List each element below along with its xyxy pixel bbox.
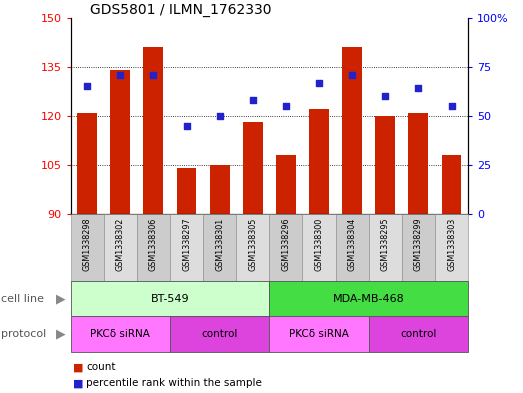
Point xyxy=(116,72,124,78)
Bar xyxy=(342,47,362,214)
Point xyxy=(414,85,423,92)
Point xyxy=(282,103,290,109)
Text: GSM1338296: GSM1338296 xyxy=(281,218,290,271)
Text: GSM1338303: GSM1338303 xyxy=(447,218,456,271)
Point xyxy=(315,79,323,86)
Text: MDA-MB-468: MDA-MB-468 xyxy=(333,294,405,304)
Bar xyxy=(170,316,269,352)
Bar xyxy=(170,214,203,281)
Text: GSM1338299: GSM1338299 xyxy=(414,218,423,271)
Bar xyxy=(71,316,170,352)
Bar xyxy=(369,214,402,281)
Bar xyxy=(77,113,97,214)
Bar xyxy=(435,214,468,281)
Text: GSM1338295: GSM1338295 xyxy=(381,218,390,271)
Bar xyxy=(269,214,302,281)
Point xyxy=(447,103,456,109)
Bar xyxy=(369,316,468,352)
Text: GSM1338304: GSM1338304 xyxy=(348,218,357,271)
Bar xyxy=(71,214,104,281)
Point xyxy=(83,83,92,90)
Bar xyxy=(104,214,137,281)
Bar xyxy=(336,214,369,281)
Text: ■: ■ xyxy=(73,362,84,373)
Text: ■: ■ xyxy=(73,378,84,388)
Bar xyxy=(143,47,163,214)
Bar xyxy=(210,165,230,214)
Text: GSM1338300: GSM1338300 xyxy=(314,218,324,271)
Text: protocol: protocol xyxy=(1,329,47,339)
Bar xyxy=(203,214,236,281)
Text: GSM1338306: GSM1338306 xyxy=(149,218,158,271)
Bar xyxy=(402,214,435,281)
Bar xyxy=(441,155,461,214)
Point xyxy=(149,72,157,78)
Bar xyxy=(137,214,170,281)
Point xyxy=(381,93,390,99)
Text: control: control xyxy=(400,329,437,339)
Bar xyxy=(110,70,130,214)
Bar xyxy=(269,316,369,352)
Text: GSM1338301: GSM1338301 xyxy=(215,218,224,271)
Point xyxy=(215,113,224,119)
Text: percentile rank within the sample: percentile rank within the sample xyxy=(86,378,262,388)
Bar xyxy=(309,109,329,214)
Point xyxy=(183,123,191,129)
Text: GSM1338305: GSM1338305 xyxy=(248,218,257,271)
Bar xyxy=(269,281,468,316)
Point xyxy=(248,97,257,103)
Bar xyxy=(376,116,395,214)
Text: count: count xyxy=(86,362,116,373)
Text: ▶: ▶ xyxy=(56,327,65,341)
Text: ▶: ▶ xyxy=(56,292,65,305)
Bar xyxy=(243,123,263,214)
Text: GSM1338297: GSM1338297 xyxy=(182,218,191,271)
Bar xyxy=(177,168,197,214)
Text: control: control xyxy=(201,329,238,339)
Text: GDS5801 / ILMN_1762330: GDS5801 / ILMN_1762330 xyxy=(90,3,272,17)
Text: PKCδ siRNA: PKCδ siRNA xyxy=(289,329,349,339)
Bar xyxy=(236,214,269,281)
Text: PKCδ siRNA: PKCδ siRNA xyxy=(90,329,150,339)
Text: GSM1338298: GSM1338298 xyxy=(83,218,92,271)
Bar xyxy=(408,113,428,214)
Point xyxy=(348,72,356,78)
Bar xyxy=(276,155,296,214)
Text: GSM1338302: GSM1338302 xyxy=(116,218,125,271)
Text: BT-549: BT-549 xyxy=(151,294,189,304)
Bar xyxy=(302,214,336,281)
Text: cell line: cell line xyxy=(1,294,44,304)
Bar xyxy=(71,281,269,316)
